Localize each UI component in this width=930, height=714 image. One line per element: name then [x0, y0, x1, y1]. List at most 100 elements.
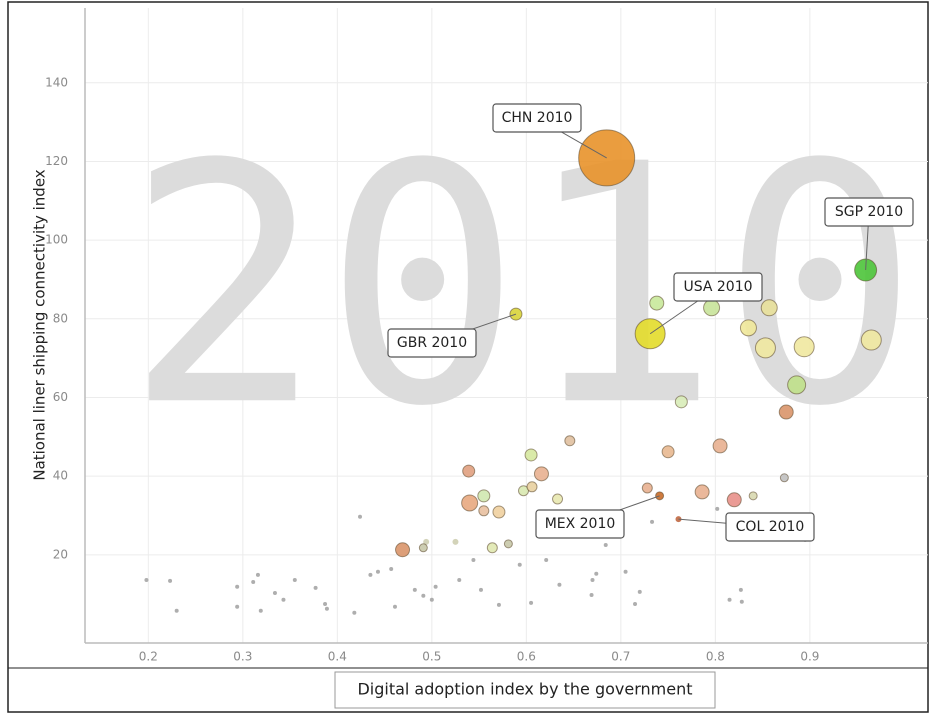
point-label: CHN 2010: [502, 110, 573, 126]
bubble: [603, 543, 608, 548]
bubble: [637, 589, 642, 594]
bubble: [272, 591, 277, 596]
y-tick-label: 80: [53, 311, 68, 325]
bubble: [462, 464, 476, 478]
bubble: [292, 578, 297, 583]
bubble: [392, 604, 397, 609]
bubble: [529, 600, 534, 605]
bubble: [423, 538, 430, 545]
bubble: [649, 295, 665, 311]
bubble: [457, 578, 462, 583]
y-tick-label: 60: [53, 390, 68, 404]
bubble: [860, 329, 882, 351]
bubble: [517, 562, 522, 567]
bubble: [418, 543, 428, 553]
bubble: [557, 582, 562, 587]
bubble: [421, 593, 426, 598]
bubble: [715, 506, 720, 511]
x-tick-label: 0.3: [233, 650, 252, 664]
bubble: [324, 606, 329, 611]
bubble: [389, 567, 394, 572]
bubble: [486, 542, 498, 554]
bubble: [589, 593, 594, 598]
x-tick-label: 0.7: [611, 650, 630, 664]
bubble: [281, 597, 286, 602]
x-tick-label: 0.8: [706, 650, 725, 664]
y-tick-label: 40: [53, 469, 68, 483]
bubble: [739, 599, 744, 604]
bubble: [778, 404, 794, 420]
bubble: [633, 602, 638, 607]
bubble: [412, 587, 417, 592]
bubble: [727, 597, 732, 602]
bubble: [258, 608, 263, 613]
x-tick-label: 0.4: [328, 650, 347, 664]
bubble: [471, 557, 476, 562]
bubble: [738, 587, 743, 592]
bubble: [395, 542, 411, 558]
bubble: [144, 578, 149, 583]
bubble: [235, 604, 240, 609]
bubble: [492, 505, 506, 519]
bubble: [726, 492, 742, 508]
y-tick-label: 100: [45, 233, 68, 247]
bubble: [323, 602, 328, 607]
bubble: [375, 569, 380, 574]
bubble: [748, 491, 758, 501]
y-axis-title: National liner shipping connectivity ind…: [31, 169, 49, 480]
bubble: [478, 587, 483, 592]
bubble: [674, 395, 688, 409]
bubble: [433, 584, 438, 589]
bubble: [552, 493, 564, 505]
bubble: [526, 481, 538, 493]
x-tick-label: 0.2: [139, 650, 158, 664]
x-tick-label: 0.6: [517, 650, 536, 664]
bubble: [623, 569, 628, 574]
y-tick-label: 20: [53, 547, 68, 561]
bubble: [452, 538, 459, 545]
x-axis-title: Digital adoption index by the government: [357, 680, 692, 699]
bubble: [235, 584, 240, 589]
bubble: [358, 514, 363, 519]
bubble: [368, 572, 373, 577]
bubble: [503, 539, 513, 549]
bubble: [594, 571, 599, 576]
x-tick-label: 0.9: [800, 650, 819, 664]
bubble: [174, 608, 179, 613]
grid: 0.2 0.3 0.4 0.5 0.6 0.7 0.8 0.9 20 40 60 80 100 120 14…: [45, 8, 928, 664]
label-box: [725, 512, 815, 542]
frame: [7, 1, 929, 713]
bubble: [712, 438, 728, 454]
bubble: [754, 337, 776, 359]
bubble: [429, 597, 434, 602]
point-label: USA 2010: [683, 279, 752, 295]
y-tick-label: 140: [45, 75, 68, 89]
label-box: [673, 272, 763, 302]
bubble: [168, 578, 173, 583]
bubble: [793, 336, 815, 358]
bubble: [496, 602, 501, 607]
bubble: [313, 585, 318, 590]
x-title-box: [334, 671, 716, 709]
bubble: [694, 484, 710, 500]
label-box: [824, 197, 914, 227]
label-box: [492, 103, 582, 133]
bubble: [251, 580, 256, 585]
bubble: [739, 319, 757, 337]
bubble: [703, 299, 721, 317]
label-box: [535, 509, 625, 539]
bubble: [661, 445, 675, 459]
bubble: [478, 505, 490, 517]
year-watermark: 2010: [125, 94, 920, 478]
point-label: MEX 2010: [545, 516, 616, 532]
label-box: [387, 328, 477, 358]
point-label: GBR 2010: [397, 335, 467, 351]
annotations: CHN 2010 USA 2010 SGP 2010 GBR 2010 MEX 2010…: [387, 103, 914, 542]
point-label: COL 2010: [736, 519, 805, 535]
bubble: [779, 473, 789, 483]
point-label: SGP 2010: [835, 204, 903, 220]
bubble: [352, 610, 357, 615]
bubble: [641, 482, 653, 494]
bubble: [760, 299, 778, 317]
x-tick-label: 0.5: [422, 650, 441, 664]
